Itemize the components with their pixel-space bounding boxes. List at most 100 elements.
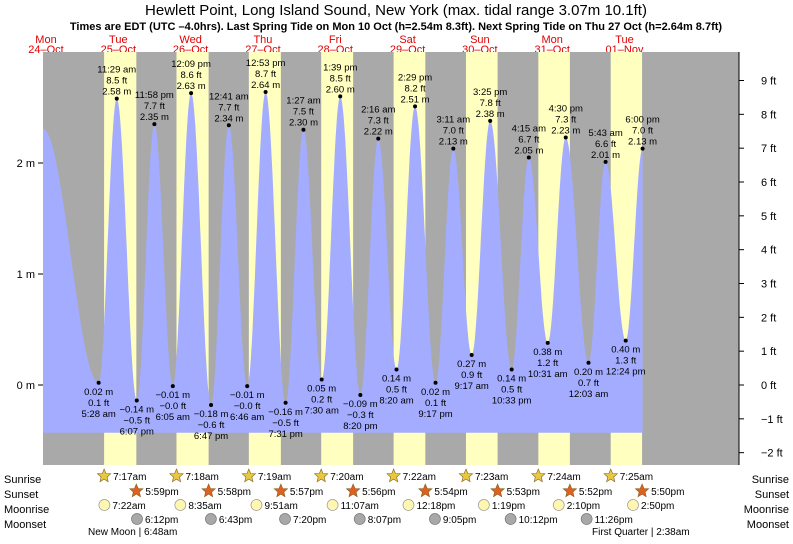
chart-title: Hewlett Point, Long Island Sound, New Yo… bbox=[145, 2, 647, 19]
high-ft: 6.6 ft bbox=[595, 139, 616, 150]
extreme-dot bbox=[283, 400, 288, 405]
left-tick-label: 0 m bbox=[17, 380, 35, 392]
sunrise-time: 7:17am bbox=[113, 472, 146, 483]
axes: 0 m 1 m 2 m −2 ft −1 ft 0 ft 1 ft 2 ft 3 ft 4 ft 5… bbox=[17, 52, 783, 465]
high-time: 1:27 am bbox=[286, 96, 320, 107]
extreme-dot bbox=[319, 377, 324, 382]
day-name: Mon bbox=[35, 34, 56, 46]
right-tick-label: 4 ft bbox=[761, 245, 776, 257]
high-ft: 8.5 ft bbox=[330, 73, 351, 84]
legend-left-moonrise: Moonrise bbox=[4, 504, 49, 516]
moonset-time: 6:12pm bbox=[145, 515, 178, 526]
high-m: 2.34 m bbox=[214, 113, 243, 124]
low-ft: −0.0 ft bbox=[234, 401, 261, 412]
low-time: 6:47 pm bbox=[194, 431, 228, 442]
high-m: 2.30 m bbox=[289, 118, 318, 129]
high-time: 6:00 pm bbox=[625, 115, 659, 126]
low-m: 0.40 m bbox=[611, 345, 640, 356]
sunset-icon bbox=[273, 483, 289, 498]
right-tick-label: 1 ft bbox=[761, 346, 776, 358]
low-m: 0.05 m bbox=[307, 383, 336, 394]
right-tick-label: 3 ft bbox=[761, 279, 776, 291]
low-m: −0.16 m bbox=[268, 407, 303, 418]
high-ft: 6.7 ft bbox=[518, 134, 539, 145]
extreme-dot bbox=[263, 89, 268, 94]
sunrise-icon bbox=[530, 468, 546, 483]
legend-left-sunset: Sunset bbox=[4, 489, 38, 501]
high-m: 2.60 m bbox=[326, 84, 355, 95]
low-m: −0.09 m bbox=[343, 399, 378, 410]
sunset-time: 5:57pm bbox=[290, 487, 323, 498]
high-time: 2:29 pm bbox=[398, 72, 432, 83]
low-m: −0.14 m bbox=[119, 405, 154, 416]
extreme-dot bbox=[603, 159, 608, 164]
extreme-dot bbox=[623, 338, 628, 343]
high-m: 2.22 m bbox=[364, 127, 393, 138]
day-name: Sat bbox=[399, 34, 416, 46]
moonset-icon bbox=[429, 513, 441, 525]
moon-phases: New Moon | 6:48am First Quarter | 2:38am bbox=[88, 527, 690, 538]
tide-area bbox=[43, 92, 643, 433]
sunset-time: 5:58pm bbox=[218, 487, 251, 498]
high-ft: 7.3 ft bbox=[555, 114, 576, 125]
high-time: 4:15 am bbox=[512, 123, 546, 134]
sunset-icon bbox=[201, 483, 217, 498]
moonset-time: 11:26pm bbox=[595, 515, 633, 526]
low-ft: 0.5 ft bbox=[386, 384, 407, 395]
legend-right-moonset: Moonset bbox=[747, 519, 789, 531]
extreme-dot bbox=[640, 146, 645, 151]
sunrise-time: 7:23am bbox=[475, 472, 508, 483]
low-m: 0.27 m bbox=[457, 359, 486, 370]
high-time: 12:53 pm bbox=[246, 58, 286, 69]
extreme-dot bbox=[226, 123, 231, 128]
sunrise-icon bbox=[386, 468, 402, 483]
day-name: Wed bbox=[179, 34, 201, 46]
sunrise-time: 7:18am bbox=[185, 472, 218, 483]
moonset-icon bbox=[205, 513, 217, 525]
high-m: 2.58 m bbox=[102, 87, 131, 98]
moonrise-icon bbox=[478, 499, 490, 511]
moonrise-time: 11:07am bbox=[341, 501, 379, 512]
low-time: 5:28 am bbox=[81, 409, 115, 420]
moonset-time: 10:12pm bbox=[519, 515, 558, 526]
extreme-dot bbox=[394, 367, 399, 372]
low-time: 10:33 pm bbox=[492, 395, 532, 406]
sun-moon-events: 7:17am 7:18am 7:19am 7:20am 7:22am 7:23am 7:24… bbox=[96, 468, 684, 526]
sunset-time: 5:54pm bbox=[434, 487, 467, 498]
sunrise-time: 7:24am bbox=[547, 472, 580, 483]
low-time: 6:05 am bbox=[156, 412, 190, 423]
high-time: 2:16 am bbox=[361, 105, 395, 116]
sunset-time: 5:52pm bbox=[579, 487, 612, 498]
low-time: 9:17 am bbox=[455, 381, 489, 392]
moonrise-time: 7:22am bbox=[112, 501, 145, 512]
first-quarter-label: First Quarter | 2:38am bbox=[592, 527, 690, 538]
sunset-time: 5:50pm bbox=[651, 487, 684, 498]
day-name: Fri bbox=[329, 34, 342, 46]
extreme-dot bbox=[586, 360, 591, 365]
extreme-dot bbox=[509, 367, 514, 372]
moonrise-icon bbox=[627, 499, 639, 511]
high-m: 2.51 m bbox=[401, 94, 430, 105]
low-m: 0.14 m bbox=[382, 373, 411, 384]
low-m: 0.02 m bbox=[421, 387, 450, 398]
low-time: 8:20 am bbox=[379, 395, 413, 406]
right-tick-label: 0 ft bbox=[761, 380, 776, 392]
low-m: −0.18 m bbox=[194, 409, 229, 420]
sunrise-icon bbox=[241, 468, 257, 483]
legend-left-sunrise: Sunrise bbox=[4, 474, 41, 486]
left-tick-label: 2 m bbox=[17, 158, 35, 170]
high-m: 2.63 m bbox=[177, 81, 206, 92]
high-time: 12:09 pm bbox=[171, 59, 211, 70]
low-time: 7:31 pm bbox=[268, 429, 302, 440]
right-tick-label: 5 ft bbox=[761, 211, 776, 223]
high-ft: 7.7 ft bbox=[144, 101, 165, 112]
high-ft: 7.7 ft bbox=[218, 102, 239, 113]
tide-curve bbox=[43, 92, 643, 433]
low-ft: 0.9 ft bbox=[461, 370, 482, 381]
day-name: Thu bbox=[253, 34, 272, 46]
moonset-icon bbox=[353, 513, 366, 525]
moonrise-time: 12:18pm bbox=[416, 501, 455, 512]
low-time: 8:20 pm bbox=[343, 421, 377, 432]
